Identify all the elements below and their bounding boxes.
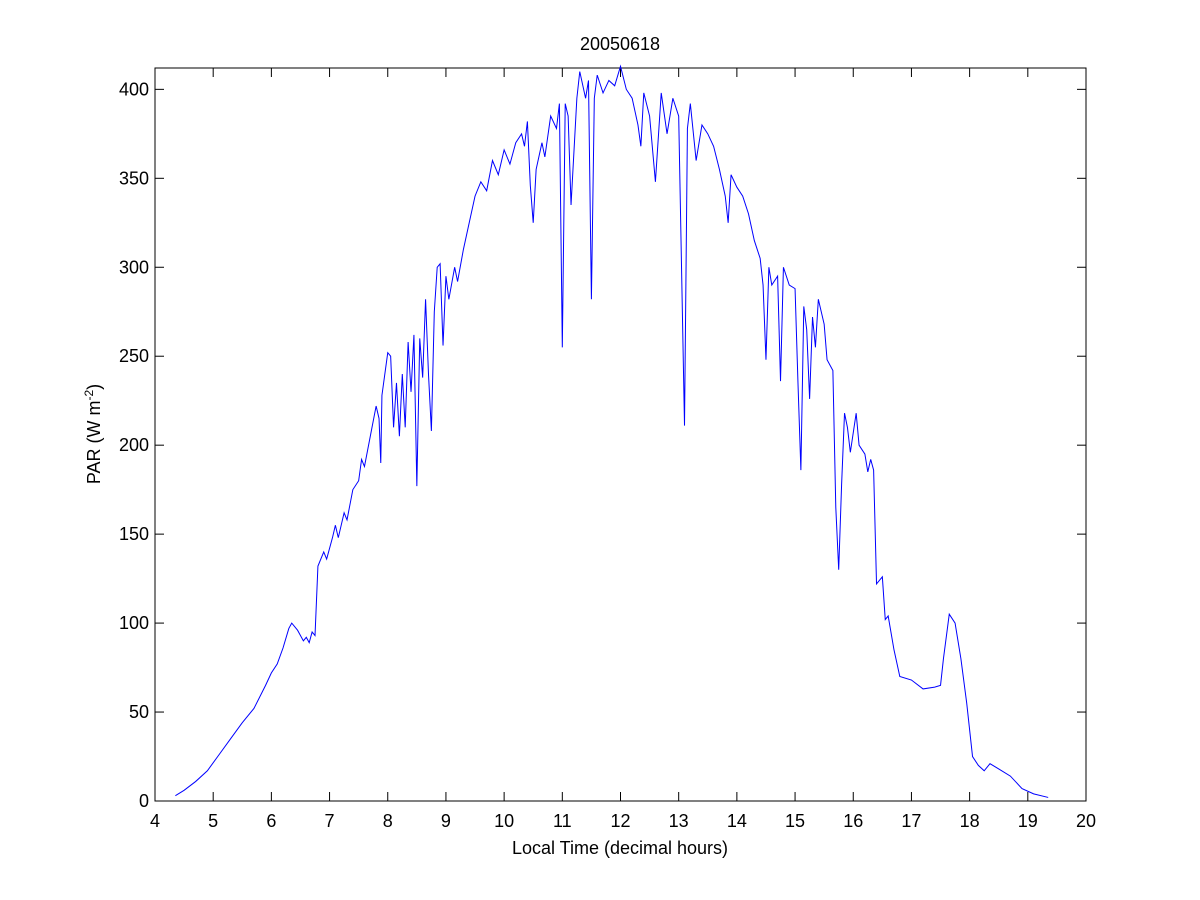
y-tick-label: 300 [119, 257, 149, 277]
plot-box [154, 67, 1087, 802]
x-tick-label: 19 [1018, 811, 1038, 831]
x-tick-label: 11 [553, 811, 572, 831]
chart-title: 20050618 [580, 34, 660, 54]
y-label-suffix: ) [84, 384, 104, 390]
x-tick-label: 20 [1076, 811, 1096, 831]
y-tick-label: 150 [119, 524, 149, 544]
x-tick-label: 15 [785, 811, 805, 831]
data-line [175, 64, 1049, 798]
y-tick-label: 350 [119, 168, 149, 188]
x-tick-label: 10 [494, 811, 514, 831]
y-tick-label: 200 [119, 435, 149, 455]
x-tick-label: 13 [669, 811, 689, 831]
x-tick-label: 12 [610, 811, 630, 831]
y-label-superscript: -2 [82, 390, 96, 401]
x-tick-label: 17 [901, 811, 921, 831]
y-tick-label: 50 [129, 702, 149, 722]
y-axis-label: PAR (W m-2) [82, 384, 104, 484]
y-tick-label: 100 [119, 613, 149, 633]
x-tick-label: 8 [383, 811, 393, 831]
x-tick-label: 18 [960, 811, 980, 831]
y-tick-label: 250 [119, 346, 149, 366]
x-tick-label: 4 [150, 811, 160, 831]
x-tick-label: 5 [208, 811, 218, 831]
x-tick-label: 6 [266, 811, 276, 831]
x-axis-label: Local Time (decimal hours) [512, 838, 728, 858]
x-tick-label: 16 [843, 811, 863, 831]
x-tick-label: 9 [441, 811, 451, 831]
y-label-text: PAR (W m [84, 401, 104, 485]
y-tick-label: 0 [139, 791, 149, 811]
y-tick-label: 400 [119, 79, 149, 99]
x-tick-label: 14 [727, 811, 747, 831]
x-tick-label: 7 [325, 811, 335, 831]
